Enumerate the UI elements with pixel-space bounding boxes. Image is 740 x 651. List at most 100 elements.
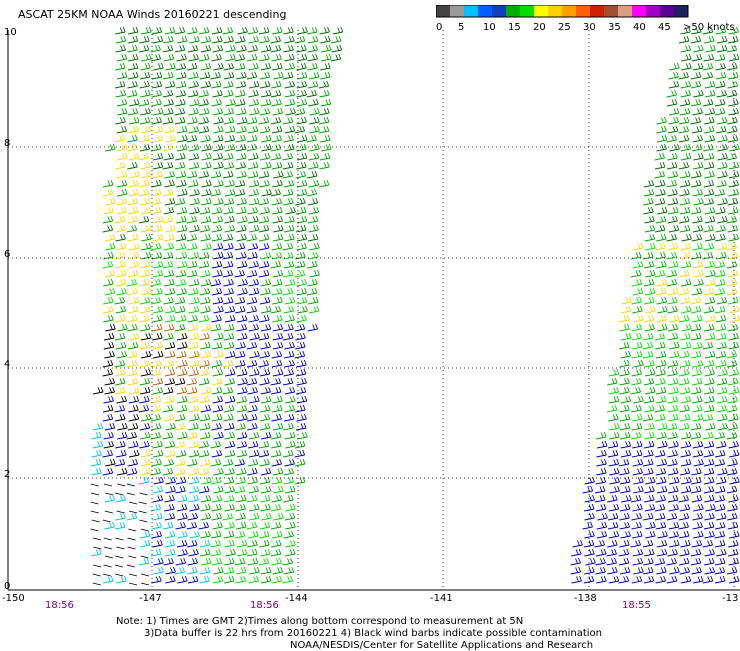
- wind-barb: [728, 449, 740, 458]
- wind-barb: [679, 413, 691, 422]
- wind-barb: [297, 26, 308, 35]
- wind-barb: [187, 26, 198, 35]
- wind-barb: [678, 512, 690, 521]
- wind-barb: [213, 62, 224, 71]
- wind-barb: [657, 530, 668, 539]
- wind-barb: [102, 188, 114, 197]
- swath-left: [80, 26, 340, 590]
- colorbar-label: 10: [483, 22, 496, 33]
- wind-map: 10 8 6 4 2 0 -150 -147 -144 -141 -138 -1…: [2, 26, 740, 611]
- wind-barb: [141, 53, 152, 62]
- wind-barb: [103, 314, 114, 323]
- wind-barb: [140, 350, 152, 359]
- wind-barb: [704, 386, 715, 395]
- wind-barb: [726, 566, 738, 575]
- wind-barb: [669, 341, 680, 350]
- wind-barb: [690, 323, 702, 332]
- wind-barb: [211, 377, 223, 386]
- wind-barb: [151, 80, 163, 89]
- wind-barb: [656, 296, 668, 305]
- wind-barb: [224, 485, 235, 494]
- wind-barb: [679, 107, 691, 116]
- wind-barb: [631, 332, 642, 341]
- wind-barb: [115, 512, 126, 521]
- wind-barb: [259, 521, 271, 530]
- wind-barb: [655, 494, 666, 503]
- wind-barb: [728, 98, 739, 107]
- wind-barb: [140, 431, 151, 440]
- wind-barb: [247, 413, 258, 422]
- wind-barb: [234, 188, 246, 197]
- wind-barb: [248, 188, 259, 197]
- wind-barb: [236, 197, 247, 206]
- wind-barb: [164, 179, 175, 188]
- wind-barb: [643, 206, 654, 215]
- wind-barb: [187, 62, 198, 71]
- wind-barb: [692, 341, 703, 350]
- wind-barb: [272, 269, 284, 278]
- wind-barb: [571, 548, 582, 557]
- wind-barb: [210, 440, 221, 449]
- wind-barb: [679, 503, 691, 512]
- wind-barb: [150, 278, 161, 287]
- wind-barb: [284, 278, 296, 287]
- wind-barb: [320, 71, 331, 80]
- wind-barb: [270, 44, 282, 53]
- wind-barb: [728, 332, 739, 341]
- wind-barb: [705, 233, 716, 242]
- wind-barb: [188, 341, 199, 350]
- wind-barb: [693, 62, 704, 71]
- wind-barb: [198, 377, 210, 386]
- wind-barb: [114, 368, 126, 377]
- wind-barb: [296, 152, 308, 161]
- wind-barb: [246, 377, 258, 386]
- wind-barb: [680, 332, 691, 341]
- wind-barb: [198, 107, 210, 116]
- wind-barb: [282, 242, 294, 251]
- wind-barb: [162, 116, 174, 125]
- wind-barb: [727, 395, 738, 404]
- wind-barb: [667, 467, 679, 476]
- wind-barb: [680, 170, 691, 179]
- wind-barb: [186, 134, 198, 143]
- wind-barb: [138, 404, 150, 413]
- wind-barb: [116, 287, 127, 296]
- wind-barb: [692, 188, 703, 197]
- wind-barb: [307, 62, 318, 71]
- wind-barb: [247, 26, 259, 35]
- wind-barb: [150, 206, 162, 215]
- wind-barb: [272, 296, 283, 305]
- wind-barb: [139, 341, 151, 350]
- wind-barb: [163, 557, 174, 566]
- wind-barb: [295, 341, 306, 350]
- wind-barb: [201, 161, 212, 170]
- wind-barb: [200, 278, 212, 287]
- wind-barb: [594, 539, 605, 548]
- wind-barb: [607, 512, 619, 521]
- wind-barb: [175, 557, 187, 566]
- wind-barb: [584, 476, 595, 485]
- wind-barb: [705, 422, 716, 431]
- wind-barb: [164, 530, 176, 539]
- wind-barb: [174, 422, 186, 431]
- wind-barb: [174, 323, 186, 332]
- wind-barb: [164, 233, 175, 242]
- wind-barb: [666, 233, 677, 242]
- wind-barb: [727, 269, 739, 278]
- wind-barb: [319, 89, 330, 98]
- wind-barb: [728, 494, 739, 503]
- wind-barb: [127, 62, 139, 71]
- wind-barb: [151, 359, 162, 368]
- lon-label-141: -141: [430, 593, 453, 604]
- wind-barb: [186, 215, 198, 224]
- wind-barb: [224, 179, 235, 188]
- wind-barb: [163, 71, 174, 80]
- wind-barb: [643, 260, 655, 269]
- wind-barb: [704, 377, 715, 386]
- wind-barb: [717, 422, 728, 431]
- wind-barb: [163, 413, 175, 422]
- wind-barb: [285, 539, 296, 548]
- lon-label-144: -144: [285, 593, 308, 604]
- wind-barb: [296, 71, 308, 80]
- wind-barb: [176, 215, 187, 224]
